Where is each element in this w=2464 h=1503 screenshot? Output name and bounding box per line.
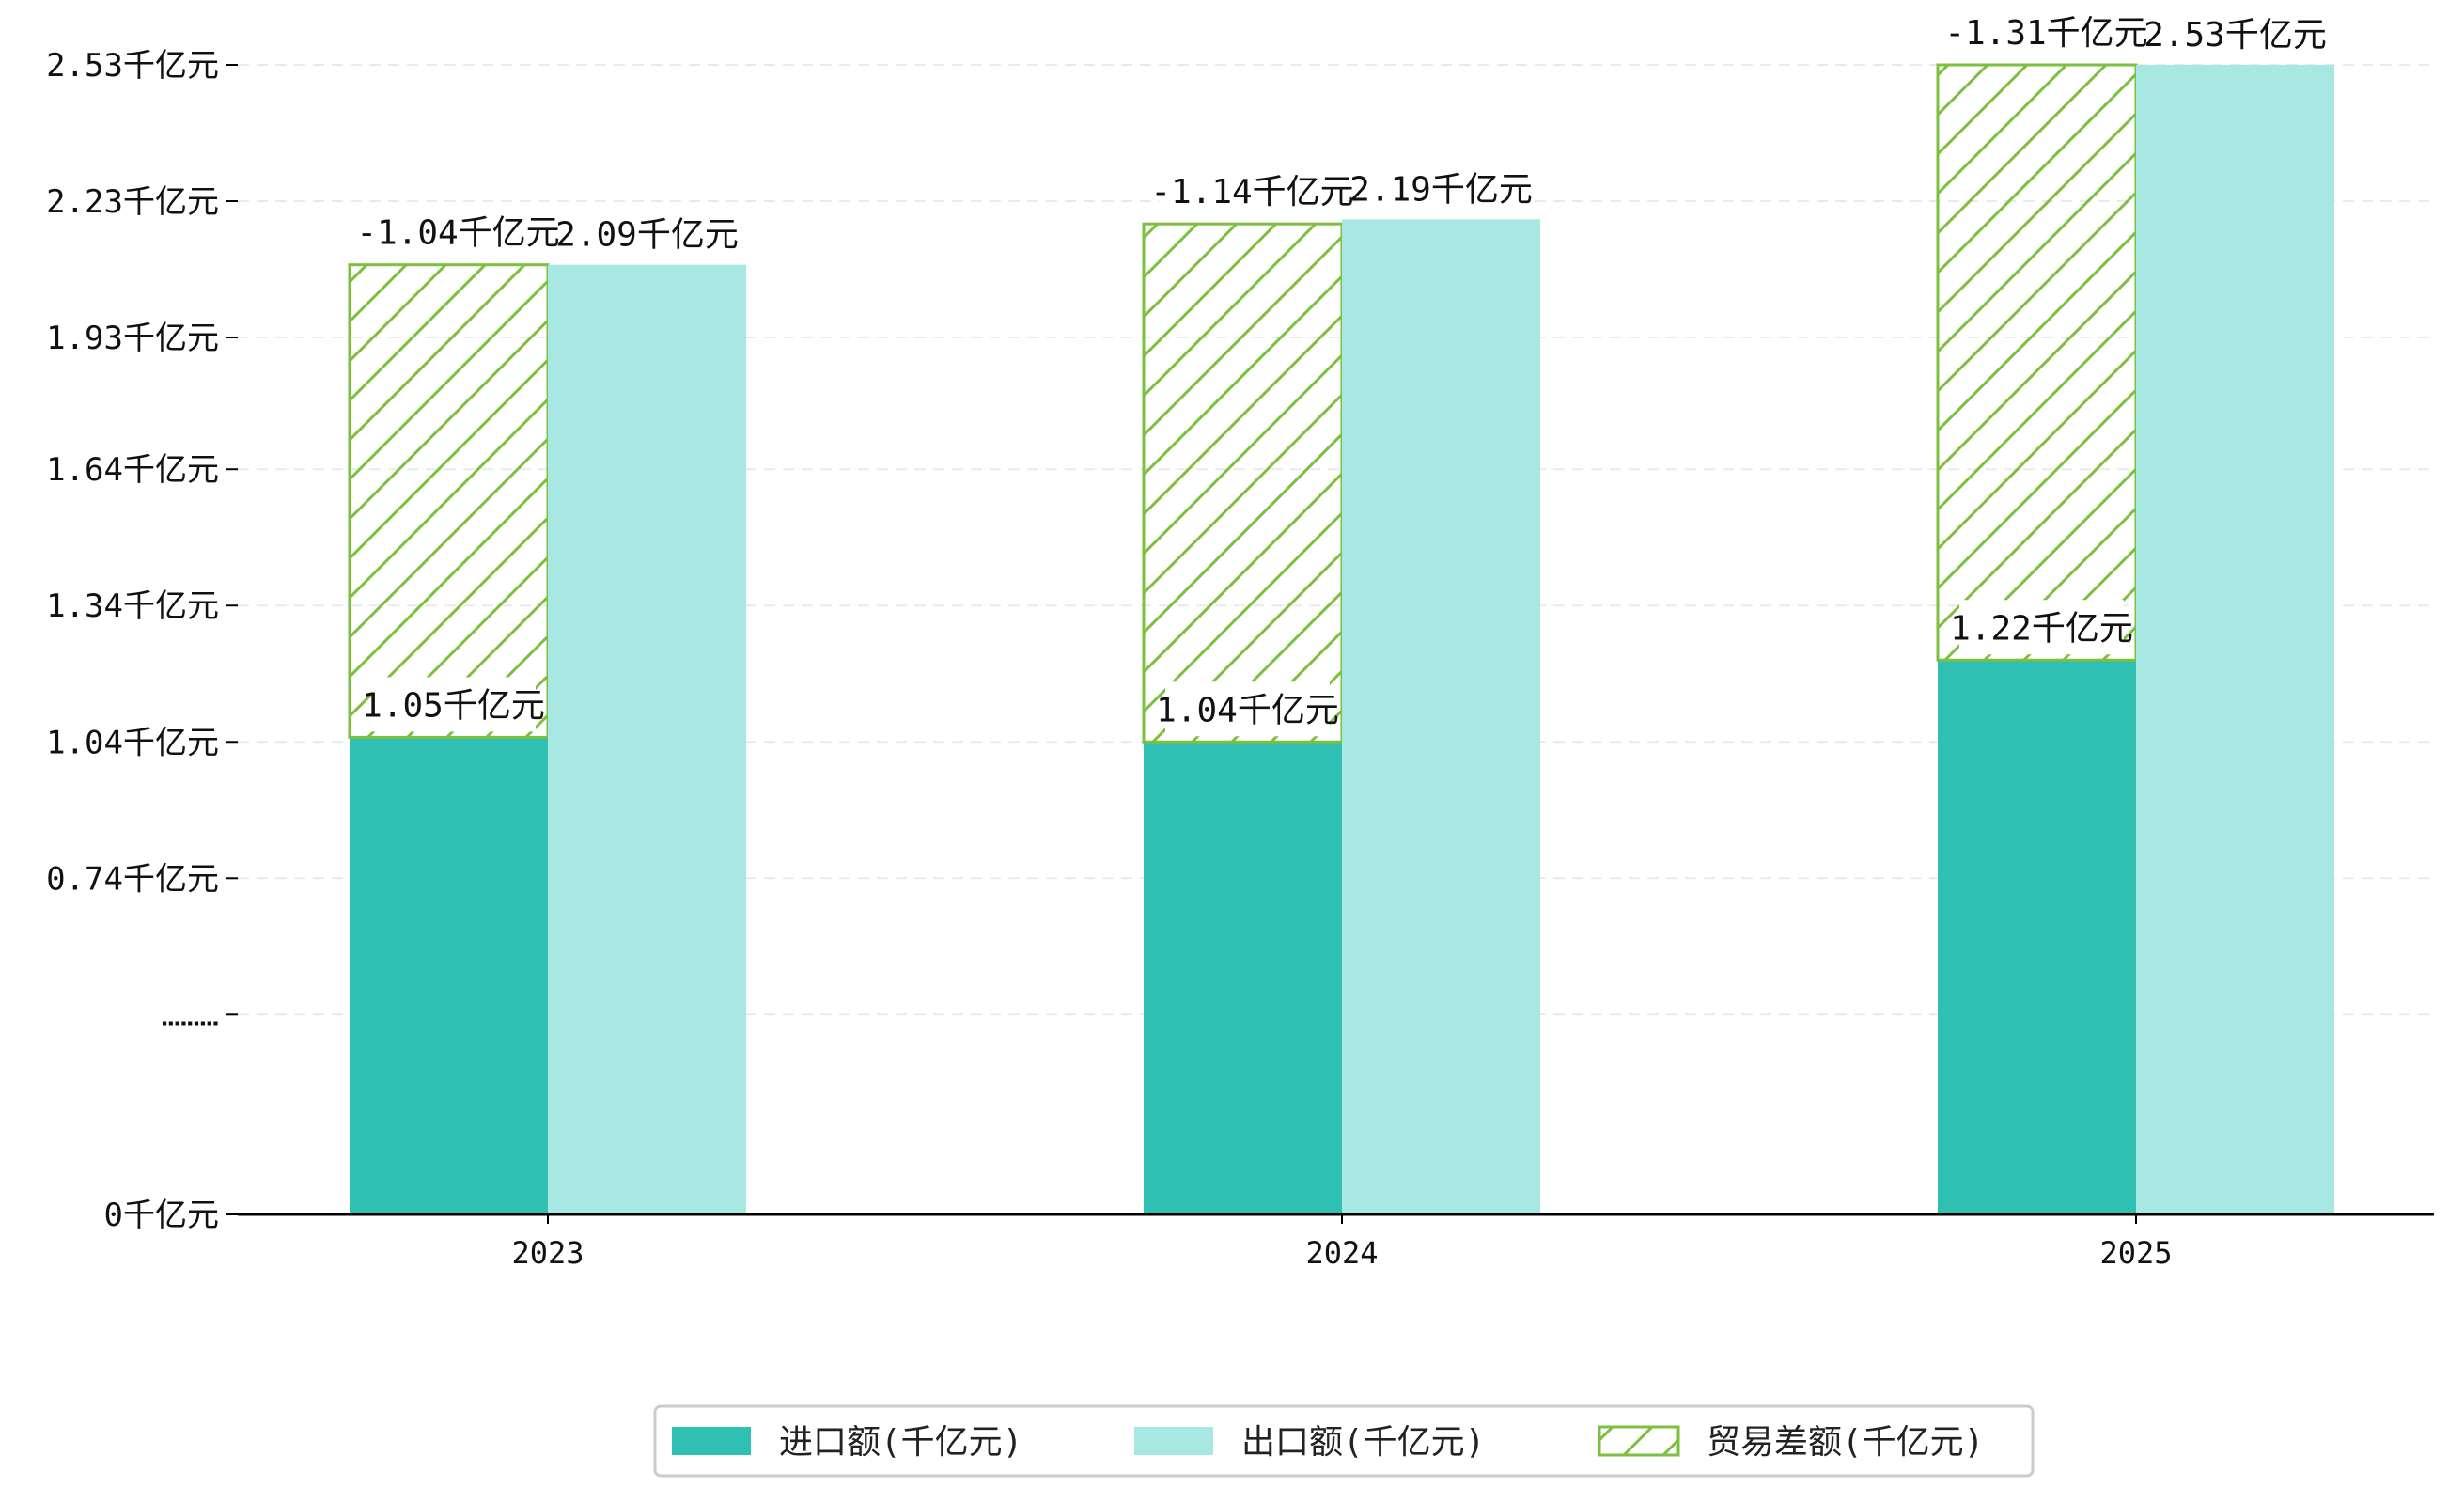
x-tick-label: 2024 bbox=[1305, 1235, 1378, 1271]
data-label-bg bbox=[1954, 5, 2139, 59]
data-label: 2.09千亿元 bbox=[555, 216, 739, 255]
legend-swatch-2 bbox=[1134, 1427, 1213, 1455]
legend-label-1: 进口额(千亿元) bbox=[779, 1423, 1022, 1462]
legend-swatch-3 bbox=[1598, 1425, 1680, 1457]
y-tick-label: 2.53千亿元 bbox=[46, 47, 219, 85]
bars bbox=[348, 63, 2334, 1215]
data-label: 2.19千亿元 bbox=[1349, 170, 1533, 209]
y-tick-label: 1.93千亿元 bbox=[46, 320, 219, 357]
data-label: 1.05千亿元 bbox=[362, 686, 545, 725]
legend-label-2: 出口额(千亿元) bbox=[1241, 1423, 1485, 1462]
data-label-bg bbox=[1160, 164, 1345, 219]
data-label-bg bbox=[371, 677, 536, 732]
data-label-bg bbox=[1359, 161, 1523, 216]
bar-import-2024 bbox=[1144, 742, 1342, 1214]
bar-export-2024 bbox=[1342, 219, 1540, 1215]
y-tick-label: 0千亿元 bbox=[104, 1197, 219, 1234]
bar-balance-2025 bbox=[1936, 63, 2138, 662]
data-label-bg bbox=[1165, 681, 1330, 737]
data-label-bg bbox=[2153, 7, 2317, 61]
data-label: 2.53千亿元 bbox=[2144, 16, 2327, 55]
bar-import-2023 bbox=[350, 737, 548, 1214]
legend: 进口额(千亿元) 出口额(千亿元) 贸易差额(千亿元) bbox=[653, 1404, 2035, 1478]
data-label: -1.14千亿元 bbox=[1150, 173, 1353, 211]
y-tick-label: 1.64千亿元 bbox=[46, 451, 219, 489]
legend-swatch-1 bbox=[672, 1427, 751, 1455]
bar-export-2025 bbox=[2136, 65, 2334, 1214]
data-labels: 1.05千亿元 2.09千亿元-1.04千亿元 1.04千亿元 2.19千亿元-1.1… bbox=[356, 5, 2327, 737]
data-label-bg bbox=[366, 204, 551, 259]
data-label: 1.04千亿元 bbox=[1156, 691, 1339, 729]
data-label: -1.31千亿元 bbox=[1944, 14, 2147, 53]
data-label-bg bbox=[1959, 600, 2124, 655]
y-tick-label: 1.04千亿元 bbox=[46, 724, 219, 761]
data-label-bg bbox=[565, 206, 729, 261]
bar-export-2023 bbox=[548, 264, 746, 1214]
data-label: -1.04千亿元 bbox=[356, 214, 559, 253]
legend-label-3: 贸易差额(千亿元) bbox=[1707, 1423, 1984, 1462]
x-tick-label: 2023 bbox=[511, 1235, 584, 1271]
data-label: 1.22千亿元 bbox=[1950, 609, 2133, 648]
x-tick-label: 2025 bbox=[2099, 1235, 2172, 1271]
y-tick-label: 2.23千亿元 bbox=[46, 183, 219, 221]
y-tick-label: 1.34千亿元 bbox=[46, 587, 219, 625]
bar-balance-2024 bbox=[1142, 222, 1344, 744]
legend-box bbox=[653, 1404, 2035, 1478]
bar-balance-2023 bbox=[348, 263, 550, 739]
bar-import-2025 bbox=[1938, 660, 2136, 1214]
y-tick-label: 0.74千亿元 bbox=[46, 860, 219, 898]
axes: 0千亿元 ……… 0.74千亿元 1.04千亿元 1.34千亿元 1.64千亿元 1.93千… bbox=[46, 47, 2434, 1271]
y-tick-label: ……… bbox=[162, 996, 219, 1034]
